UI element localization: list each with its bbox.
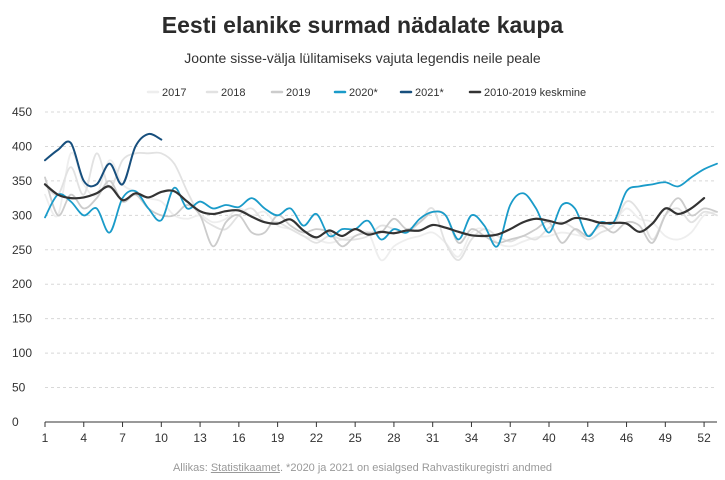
x-tick-label: 16 bbox=[232, 431, 246, 445]
y-tick-label: 100 bbox=[12, 346, 32, 360]
chart-subtitle: Joonte sisse-välja lülitamiseks vajuta l… bbox=[184, 50, 541, 66]
gridlines bbox=[45, 111, 717, 423]
legend-item-2021[interactable]: 2021* bbox=[399, 87, 444, 99]
x-tick-label: 34 bbox=[465, 431, 479, 445]
series-line-2017 bbox=[44, 151, 718, 262]
x-tick-label: 19 bbox=[271, 431, 285, 445]
legend-item-2019[interactable]: 2019 bbox=[270, 87, 310, 99]
x-axis: 1 4 7 10 13 16 19 22 25 28 31 34 37 40 43 46 49 52 bbox=[42, 422, 711, 445]
source-suffix: . *2020 ja 2021 on esialgsed Rahvastikur… bbox=[279, 462, 553, 474]
series-line-2021 bbox=[44, 132, 163, 188]
x-tick-label: 52 bbox=[697, 431, 711, 445]
x-tick-label: 25 bbox=[348, 431, 362, 445]
legend-label: 2019 bbox=[286, 87, 310, 99]
y-tick-label: 350 bbox=[12, 174, 32, 188]
legend-item-2010-2019-keskmine[interactable]: 2010-2019 keskmine bbox=[468, 87, 586, 99]
x-tick-label: 7 bbox=[119, 431, 126, 445]
source-prefix: Allikas: bbox=[172, 462, 211, 474]
legend-label: 2018 bbox=[221, 87, 245, 99]
x-tick-label: 46 bbox=[620, 431, 634, 445]
legend-label: 2010-2019 keskmine bbox=[484, 87, 586, 99]
x-tick-label: 43 bbox=[581, 431, 595, 445]
source-note: Allikas: Statistikaamet. *2020 ja 2021 o… bbox=[0, 462, 725, 474]
x-tick-label: 1 bbox=[42, 431, 49, 445]
y-tick-label: 150 bbox=[12, 312, 32, 326]
x-tick-label: 40 bbox=[542, 431, 556, 445]
y-axis: 0 50 100 150 200 250 300 350 400 450 bbox=[12, 105, 32, 429]
x-tick-label: 31 bbox=[426, 431, 440, 445]
x-tick-label: 4 bbox=[80, 431, 87, 445]
x-tick-label: 37 bbox=[504, 431, 518, 445]
series-lines bbox=[43, 132, 718, 262]
x-tick-label: 22 bbox=[310, 431, 324, 445]
y-tick-label: 0 bbox=[12, 415, 19, 429]
series-line-2018 bbox=[44, 151, 718, 262]
x-tick-label: 13 bbox=[193, 431, 207, 445]
series-line-2019 bbox=[44, 176, 718, 248]
series-line-2010-2019-keskmine bbox=[43, 183, 706, 239]
series-line-2020 bbox=[44, 162, 718, 248]
chart-title: Eesti elanike surmad nädalate kaupa bbox=[161, 12, 564, 38]
y-tick-label: 300 bbox=[12, 208, 32, 222]
legend-label: 2020* bbox=[349, 87, 378, 99]
y-tick-label: 250 bbox=[12, 243, 32, 257]
x-tick-label: 28 bbox=[387, 431, 401, 445]
legend-item-2018[interactable]: 2018 bbox=[205, 87, 245, 99]
legend-item-2020[interactable]: 2020* bbox=[333, 87, 378, 99]
line-chart: 2017 2018 2019 2020* 2021* 2010-2019 keskmine… bbox=[12, 87, 718, 445]
y-tick-label: 400 bbox=[12, 139, 32, 153]
legend-item-2017[interactable]: 2017 bbox=[146, 87, 186, 99]
source-link[interactable]: Statistikaamet bbox=[210, 462, 280, 474]
y-tick-label: 450 bbox=[12, 105, 32, 119]
legend-label: 2021* bbox=[415, 87, 444, 99]
legend: 2017 2018 2019 2020* 2021* 2010-2019 keskmine bbox=[146, 87, 586, 99]
y-tick-label: 50 bbox=[12, 381, 26, 395]
x-tick-label: 10 bbox=[155, 431, 169, 445]
legend-label: 2017 bbox=[162, 87, 186, 99]
y-tick-label: 200 bbox=[12, 277, 32, 291]
x-tick-label: 49 bbox=[659, 431, 673, 445]
